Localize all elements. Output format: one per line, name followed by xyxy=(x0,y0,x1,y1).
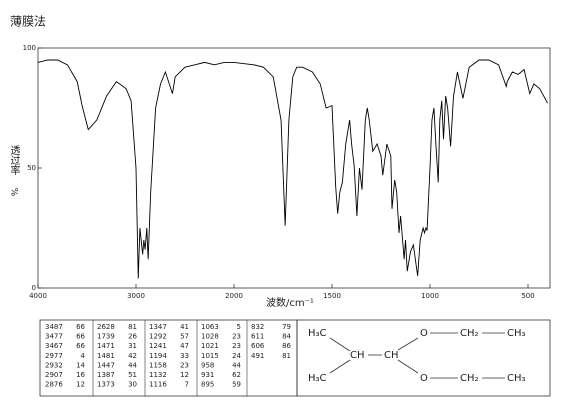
peak-transmittance: 66 xyxy=(76,333,85,341)
peak-wavenumber: 895 xyxy=(201,381,214,389)
y-axis-unit: % xyxy=(9,188,19,197)
peak-transmittance: 79 xyxy=(282,323,291,331)
peak-wavenumber: 1471 xyxy=(97,342,115,350)
peak-transmittance: 66 xyxy=(76,323,85,331)
peak-transmittance: 41 xyxy=(180,323,189,331)
atom-label: O xyxy=(420,373,428,384)
peak-transmittance: 81 xyxy=(128,323,137,331)
peak-transmittance: 4 xyxy=(81,352,86,360)
peak-transmittance: 23 xyxy=(232,333,241,341)
peak-transmittance: 84 xyxy=(282,333,291,341)
title: 薄膜法 xyxy=(10,14,46,29)
peak-wavenumber: 2977 xyxy=(45,352,63,360)
structure xyxy=(296,319,551,397)
bond xyxy=(397,359,419,374)
peak-transmittance: 62 xyxy=(232,371,241,379)
peak-wavenumber: 1292 xyxy=(149,333,167,341)
peak-wavenumber: 1194 xyxy=(149,352,167,360)
peak-wavenumber: 1063 xyxy=(201,323,219,331)
peak-wavenumber: 2628 xyxy=(97,323,115,331)
peak-transmittance: 57 xyxy=(180,333,189,341)
y-tick-label: 50 xyxy=(27,164,36,172)
peak-wavenumber: 611 xyxy=(251,333,264,341)
peak-transmittance: 12 xyxy=(76,381,85,389)
peak-transmittance: 42 xyxy=(128,352,137,360)
peak-transmittance: 31 xyxy=(128,342,137,350)
peak-transmittance: 47 xyxy=(180,342,189,350)
peak-wavenumber: 1387 xyxy=(97,371,115,379)
bond xyxy=(329,337,351,352)
peak-transmittance: 81 xyxy=(282,352,291,360)
peak-wavenumber: 1241 xyxy=(149,342,167,350)
x-tick-label: 500 xyxy=(521,292,534,300)
peak-transmittance: 44 xyxy=(128,361,137,369)
peak-wavenumber: 1015 xyxy=(201,352,219,360)
x-tick-label: 4000 xyxy=(29,292,47,300)
peak-transmittance: 23 xyxy=(232,342,241,350)
peak-wavenumber: 2932 xyxy=(45,361,63,369)
y-tick-label: 0 xyxy=(32,284,36,292)
x-tick-label: 1000 xyxy=(421,292,439,300)
peak-transmittance: 12 xyxy=(180,371,189,379)
x-tick-label: 3000 xyxy=(127,292,145,300)
peak-transmittance: 86 xyxy=(282,342,291,350)
peak-wavenumber: 1481 xyxy=(97,352,115,360)
peak-wavenumber: 2907 xyxy=(45,371,63,379)
bond xyxy=(397,337,419,351)
spectrum-line xyxy=(37,59,548,279)
peak-wavenumber: 1132 xyxy=(149,371,167,379)
y-tick-label: 100 xyxy=(23,44,36,52)
atom-label: CH₃ xyxy=(507,328,526,339)
peak-wavenumber: 832 xyxy=(251,323,264,331)
peak-wavenumber: 1158 xyxy=(149,361,167,369)
peak-transmittance: 51 xyxy=(128,371,137,379)
structure-frame xyxy=(296,319,551,397)
peak-wavenumber: 1739 xyxy=(97,333,115,341)
peak-transmittance: 24 xyxy=(232,352,241,360)
atom-label: CH₂ xyxy=(460,328,479,339)
peak-wavenumber: 1447 xyxy=(97,361,115,369)
peak-wavenumber: 3477 xyxy=(45,333,63,341)
peak-wavenumber: 2876 xyxy=(45,381,63,389)
peak-wavenumber: 3467 xyxy=(45,342,63,350)
atom-label: CH₃ xyxy=(507,373,526,384)
peak-transmittance: 23 xyxy=(180,361,189,369)
atom-label: CH₂ xyxy=(460,373,479,384)
peak-transmittance: 16 xyxy=(76,371,85,379)
peak-wavenumber: 606 xyxy=(251,342,265,350)
peak-transmittance: 30 xyxy=(128,381,137,389)
atom-label: H₃C xyxy=(308,373,327,384)
peak-wavenumber: 958 xyxy=(201,361,214,369)
peak-wavenumber: 1028 xyxy=(201,333,219,341)
y-axis-label: 透过率 xyxy=(8,145,20,176)
peak-wavenumber: 491 xyxy=(251,352,264,360)
atom-label: CH xyxy=(350,350,365,361)
peak-transmittance: 5 xyxy=(237,323,241,331)
peak-transmittance: 33 xyxy=(180,352,189,360)
peak-wavenumber: 3487 xyxy=(45,323,63,331)
peak-wavenumber: 1373 xyxy=(97,381,115,389)
atom-label: H₃C xyxy=(308,328,327,339)
atom-label: O xyxy=(420,328,428,339)
peak-wavenumber: 1116 xyxy=(149,381,167,389)
peak-transmittance: 26 xyxy=(128,333,137,341)
x-axis-label: 波数/cm⁻¹ xyxy=(266,296,314,309)
peak-wavenumber: 1347 xyxy=(149,323,167,331)
peak-transmittance: 44 xyxy=(232,361,241,369)
bond xyxy=(329,359,351,374)
x-tick-label: 2000 xyxy=(225,292,243,300)
peak-transmittance: 59 xyxy=(232,381,241,389)
x-tick-label: 1500 xyxy=(323,292,341,300)
peak-transmittance: 66 xyxy=(76,342,85,350)
atom-label: CH xyxy=(384,350,399,361)
peak-wavenumber: 931 xyxy=(201,371,214,379)
peak-wavenumber: 1021 xyxy=(201,342,219,350)
peak-transmittance: 7 xyxy=(185,381,189,389)
peak-transmittance: 14 xyxy=(76,361,85,369)
